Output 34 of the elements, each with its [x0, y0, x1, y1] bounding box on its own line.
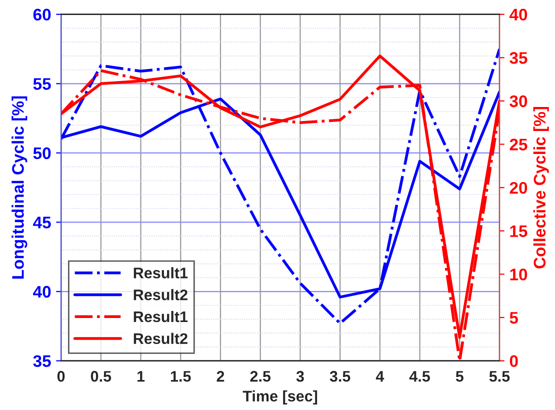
- x-tick-label: 1.5: [170, 371, 191, 382]
- y-tick-label: 35: [33, 355, 51, 368]
- y-tick-label: 45: [33, 216, 51, 228]
- y2-tick-label: 20: [510, 182, 528, 194]
- y-axis-title: Longitudinal Cyclic [%]: [12, 96, 28, 279]
- y2-tick-label: 10: [510, 268, 528, 280]
- x-tick-label: 4.5: [409, 371, 430, 382]
- y2-tick-label: 40: [509, 8, 528, 21]
- y-tick-label: 55: [33, 78, 51, 90]
- legend-label: Result2: [134, 289, 188, 300]
- x-axis-title: Time [sec]: [242, 390, 318, 405]
- x-tick-label: 3.5: [330, 370, 350, 382]
- legend-label: Result1: [134, 310, 188, 322]
- y2-tick-label: 25: [510, 138, 528, 150]
- y-tick-label: 40: [33, 286, 51, 298]
- x-tick-label: 5.5: [489, 371, 510, 382]
- x-tick-label: 3: [296, 370, 304, 382]
- y2-tick-label: 5: [510, 312, 518, 324]
- legend-label: Result2: [134, 332, 188, 344]
- y-tick-label: 60: [33, 8, 51, 21]
- x-tick-label: 0: [57, 370, 65, 382]
- y2-tick-label: 35: [510, 52, 528, 64]
- x-tick-label: 5: [456, 371, 464, 382]
- x-tick-label: 4: [376, 371, 384, 382]
- y-tick-label: 50: [33, 147, 51, 160]
- y2-tick-label: 15: [510, 225, 528, 238]
- x-tick-label: 1: [137, 371, 145, 382]
- x-tick-label: 2: [216, 370, 224, 382]
- y2-axis-title: Collective Cyclic [%]: [533, 106, 549, 268]
- x-tick-label: 2.5: [250, 370, 271, 382]
- y2-tick-label: 0: [510, 355, 518, 368]
- y2-tick-label: 30: [510, 95, 528, 108]
- x-tick-label: 0.5: [90, 370, 112, 382]
- legend-label: Result1: [134, 267, 188, 278]
